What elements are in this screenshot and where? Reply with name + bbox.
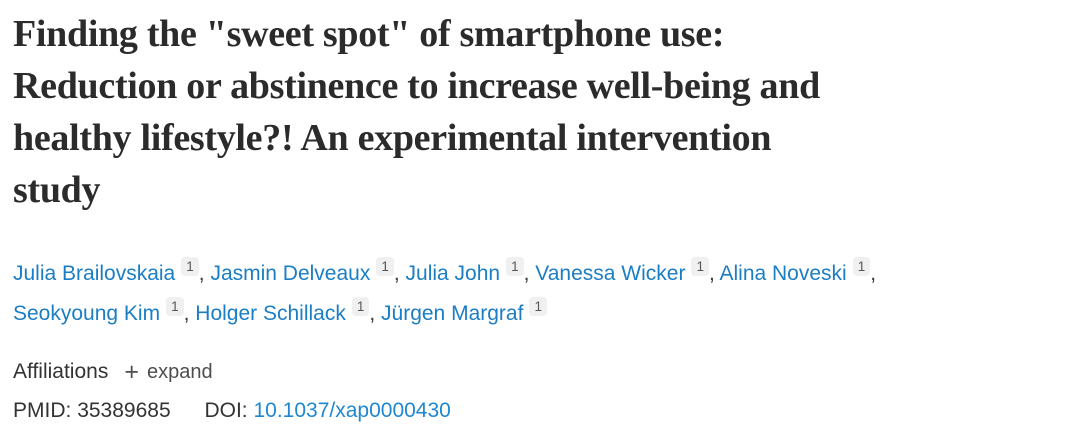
author-link[interactable]: Holger Schillack xyxy=(195,302,346,325)
author-separator: , xyxy=(369,302,382,325)
pmid-group: PMID: 35389685 xyxy=(13,399,176,422)
author-separator: , xyxy=(523,262,536,285)
author-affiliation-sup[interactable]: 1 xyxy=(852,257,871,276)
article-title-line: Finding the "sweet spot" of smartphone u… xyxy=(13,13,725,55)
author-affiliation-sup[interactable]: 1 xyxy=(376,257,394,276)
author-link[interactable]: Vanessa Wicker xyxy=(535,262,686,285)
authors-line: Julia Brailovskaia 1, Jasmin Delveaux 1, J… xyxy=(13,254,1068,294)
author-affiliation-sup[interactable]: 1 xyxy=(166,297,184,316)
author-affiliation-sup[interactable]: 1 xyxy=(506,257,524,276)
authors-list: Julia Brailovskaia 1, Jasmin Delveaux 1, J… xyxy=(13,254,1068,334)
doi-link[interactable]: 10.1037/xap0000430 xyxy=(253,399,451,422)
author-affiliation-sup[interactable]: 1 xyxy=(691,257,709,276)
pmid-value: 35389685 xyxy=(77,399,171,422)
affiliations-label: Affiliations xyxy=(13,360,109,383)
author-link[interactable]: Julia John xyxy=(405,262,501,285)
author-link[interactable]: Alina Noveski xyxy=(719,262,847,285)
identifiers-row: PMID: 35389685 DOI: 10.1037/xap0000430 xyxy=(13,397,1068,425)
article-title: Finding the "sweet spot" of smartphone u… xyxy=(13,8,1068,216)
author: Julia John 1, xyxy=(405,257,536,285)
author-affiliation-sup[interactable]: 1 xyxy=(351,297,370,316)
author: Holger Schillack 1, xyxy=(195,297,382,325)
author: Jürgen Margraf 1 xyxy=(381,297,547,325)
author: Alina Noveski 1, xyxy=(719,257,877,285)
author-link[interactable]: Jasmin Delveaux xyxy=(210,262,371,285)
author: Vanessa Wicker 1, xyxy=(535,257,720,285)
doi-group: DOI: 10.1037/xap0000430 xyxy=(204,399,450,422)
expand-label: expand xyxy=(146,360,213,383)
doi-label: DOI: xyxy=(204,399,248,422)
author: Jasmin Delveaux 1, xyxy=(210,257,406,285)
article-header: Finding the "sweet spot" of smartphone u… xyxy=(13,8,1068,425)
author-separator: , xyxy=(708,262,720,285)
author-separator: , xyxy=(198,262,211,285)
plus-icon: + xyxy=(124,358,139,386)
author-affiliation-sup[interactable]: 1 xyxy=(529,297,547,316)
author-link[interactable]: Seokyoung Kim xyxy=(13,302,161,325)
article-title-line: healthy lifestyle?! An experimental inte… xyxy=(13,117,772,159)
author: Julia Brailovskaia 1, xyxy=(13,257,211,285)
article-title-line: Reduction or abstinence to increase well… xyxy=(13,65,820,107)
expand-affiliations-button[interactable]: + expand xyxy=(124,358,213,386)
author-link[interactable]: Julia Brailovskaia xyxy=(13,262,176,285)
author-separator: , xyxy=(870,262,877,285)
author-separator: , xyxy=(183,302,196,325)
pmid-label: PMID: xyxy=(13,399,72,422)
author: Seokyoung Kim 1, xyxy=(13,297,196,325)
affiliations-row: Affiliations + expand xyxy=(13,358,1068,386)
authors-line: Seokyoung Kim 1, Holger Schillack 1, Jürge… xyxy=(13,294,1068,334)
article-title-line: study xyxy=(13,169,101,211)
author-affiliation-sup[interactable]: 1 xyxy=(181,257,199,276)
author-link[interactable]: Jürgen Margraf xyxy=(381,302,524,325)
author-separator: , xyxy=(393,262,406,285)
